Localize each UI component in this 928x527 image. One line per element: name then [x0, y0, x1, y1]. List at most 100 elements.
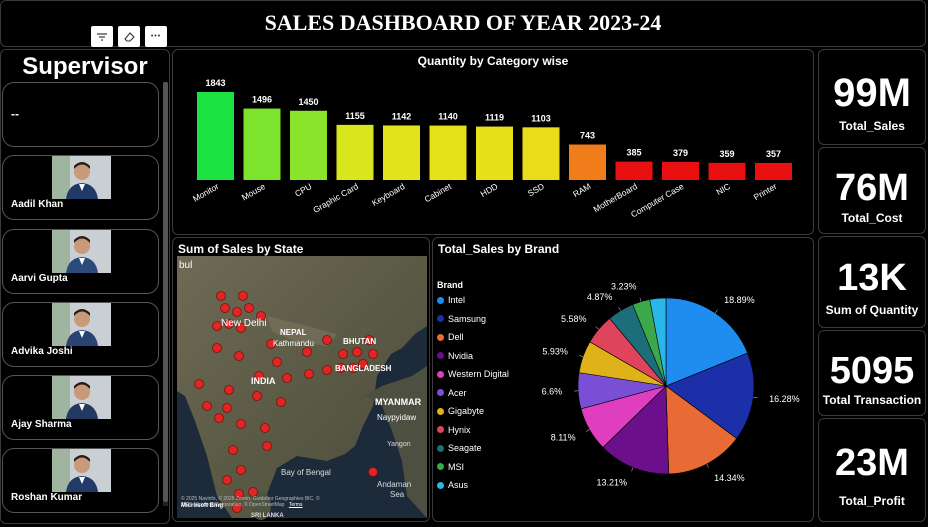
bar-category-label: NIC [714, 181, 732, 197]
map-bubble[interactable] [348, 363, 358, 373]
total-sales-by-brand-chart[interactable]: Total_Sales by Brand 18.89% 16.28% 14.34% 1… [432, 237, 814, 522]
map-bubble[interactable] [262, 441, 272, 451]
pie-legend-item[interactable]: Gigabyte [437, 406, 484, 416]
map-bubble[interactable] [358, 359, 368, 369]
pie-legend-item[interactable]: Dell [437, 332, 464, 342]
map-bubble[interactable] [368, 349, 378, 359]
map-bubble[interactable] [234, 351, 244, 361]
map-bubble[interactable] [322, 365, 332, 375]
pie-slice-dell[interactable] [665, 385, 738, 475]
more-icon[interactable]: ••• [145, 26, 167, 47]
map-bubble[interactable] [336, 363, 346, 373]
pie-chart-svg: 18.89% 16.28% 14.34% 13.21% 8.11% 6.6% 5.93% 5.… [542, 281, 800, 487]
map-bubble[interactable] [248, 487, 258, 497]
bing-logo: Microsoft Bing [181, 503, 223, 509]
map-bubble[interactable] [364, 335, 374, 345]
scrollbar-thumb[interactable] [163, 82, 168, 502]
pie-data-label: 3.23% [611, 281, 637, 291]
bar-keyboard[interactable] [383, 125, 420, 180]
bar-hdd[interactable] [476, 126, 513, 180]
bar-printer[interactable] [755, 162, 792, 180]
bar-mouse[interactable] [243, 108, 281, 180]
bar-motherboard[interactable] [615, 161, 653, 180]
bar-computer-case[interactable] [662, 161, 699, 180]
map-bubble[interactable] [216, 291, 226, 301]
supervisor-card[interactable]: Aarvi Gupta [2, 229, 159, 294]
map-bubble[interactable] [194, 379, 204, 389]
eraser-icon[interactable] [118, 26, 140, 47]
supervisor-card-blank[interactable]: -- [2, 82, 159, 147]
map-bubble[interactable] [220, 303, 230, 313]
map-bubble[interactable] [272, 357, 282, 367]
map-bubble[interactable] [236, 419, 246, 429]
supervisor-card[interactable]: Aadil Khan [2, 155, 159, 220]
legend-label: Western Digital [448, 369, 509, 379]
map-bubble[interactable] [222, 403, 232, 413]
map-bubble[interactable] [260, 423, 270, 433]
map-bubble[interactable] [234, 489, 244, 499]
map-bubble[interactable] [222, 475, 232, 485]
pie-legend-item[interactable]: Samsung [437, 314, 486, 324]
filter-icon[interactable] [91, 26, 113, 47]
map-bubble[interactable] [266, 339, 276, 349]
bar-graphic-card[interactable] [336, 124, 374, 180]
map-bubble[interactable] [214, 413, 224, 423]
pie-legend-item[interactable]: Hynix [437, 425, 471, 435]
map-bubble[interactable] [238, 291, 248, 301]
bar-cabinet[interactable] [429, 125, 467, 180]
sri-lanka-land [251, 492, 271, 520]
sales-by-state-map[interactable]: Sum of Sales by State bul New Delhi NEPA… [172, 237, 430, 522]
bar-data-label: 1140 [438, 112, 458, 122]
map-bubble[interactable] [202, 401, 212, 411]
pie-legend-item[interactable]: Intel [437, 295, 465, 305]
pie-legend-item[interactable]: Western Digital [437, 369, 509, 379]
legend-dot-icon [437, 481, 444, 489]
legend-dot-icon [437, 352, 444, 359]
page-title: SALES DASHBOARD OF YEAR 2023-24 [264, 10, 662, 35]
map-bubble[interactable] [228, 445, 238, 455]
supervisor-card[interactable]: Advika Joshi [2, 302, 159, 367]
map-terms-link[interactable]: Terms [288, 502, 303, 508]
pie-legend-item[interactable]: Seagate [437, 443, 482, 453]
map-bubble[interactable] [212, 343, 222, 353]
bar-ssd[interactable] [522, 127, 560, 180]
pie-slice-nvidia[interactable] [602, 385, 670, 475]
map-bubble[interactable] [224, 385, 234, 395]
pie-slice-intel[interactable] [665, 297, 748, 387]
pie-slice-samsung[interactable] [665, 352, 755, 439]
map-bubble[interactable] [212, 321, 222, 331]
map-bubble[interactable] [232, 503, 242, 513]
map-bubble[interactable] [232, 307, 242, 317]
map-bubble[interactable] [302, 347, 312, 357]
pie-legend-item[interactable]: Nvidia [437, 351, 473, 361]
map-bubble[interactable] [252, 391, 262, 401]
quantity-by-category-chart[interactable]: Quantity by Category wise 1843 Monitor 149… [172, 49, 814, 235]
bar-cpu[interactable] [290, 110, 327, 180]
bar-monitor[interactable] [197, 92, 234, 180]
pie-legend-item[interactable]: MSI [437, 462, 464, 472]
map-bubble[interactable] [254, 371, 264, 381]
kpi-value: 13K [837, 257, 907, 299]
pie-legend-item[interactable]: Acer [437, 388, 467, 398]
map-bubble[interactable] [276, 397, 286, 407]
bar-ram[interactable] [569, 144, 606, 180]
map-label-bangladesh: BANGLADESH [335, 364, 392, 373]
map-bubble[interactable] [338, 349, 348, 359]
bar-nic[interactable] [708, 162, 746, 180]
pie-slice-asus[interactable] [649, 297, 667, 387]
map-bubble[interactable] [352, 347, 362, 357]
map-bubble[interactable] [282, 373, 292, 383]
map-bubble[interactable] [256, 311, 266, 321]
map-bubble[interactable] [368, 467, 378, 477]
map-bubble[interactable] [236, 465, 246, 475]
supervisor-card[interactable]: Ajay Sharma [2, 375, 159, 440]
map-bubble[interactable] [322, 335, 332, 345]
supervisor-card[interactable]: Roshan Kumar [2, 448, 159, 513]
map-bubble[interactable] [304, 369, 314, 379]
pie-legend-item[interactable]: Asus [437, 480, 468, 490]
avatar [52, 303, 111, 346]
map-label-sea: Sea [390, 490, 405, 499]
map-bubble[interactable] [224, 319, 234, 329]
map-bubble[interactable] [236, 323, 246, 333]
map-bubble[interactable] [244, 303, 254, 313]
